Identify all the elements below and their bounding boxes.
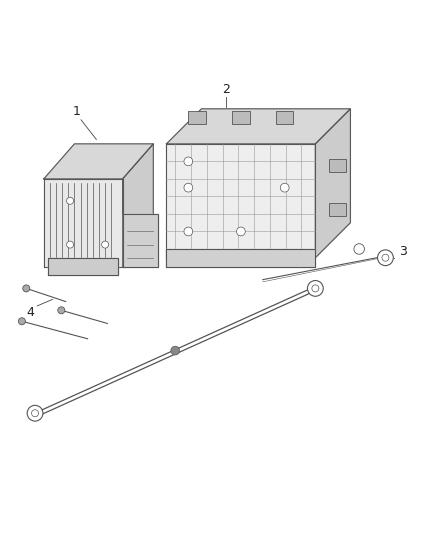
Circle shape (27, 405, 43, 421)
Polygon shape (166, 249, 315, 266)
Bar (328, 203, 346, 216)
Polygon shape (166, 109, 350, 144)
Polygon shape (44, 144, 153, 179)
Polygon shape (123, 214, 158, 266)
Bar (276, 111, 293, 124)
Circle shape (171, 346, 180, 355)
Circle shape (184, 183, 193, 192)
Polygon shape (123, 144, 153, 266)
Text: 2: 2 (222, 83, 230, 96)
Circle shape (382, 254, 389, 261)
Circle shape (184, 157, 193, 166)
Polygon shape (315, 109, 350, 258)
Circle shape (312, 285, 319, 292)
Bar (232, 111, 250, 124)
Polygon shape (44, 179, 123, 266)
Circle shape (354, 244, 364, 254)
Circle shape (67, 241, 74, 248)
Bar (328, 159, 346, 172)
Text: 3: 3 (399, 245, 406, 257)
Circle shape (23, 285, 30, 292)
Circle shape (67, 197, 74, 204)
Text: 4: 4 (27, 306, 35, 319)
Text: 1: 1 (73, 104, 81, 118)
Circle shape (32, 410, 39, 417)
Polygon shape (166, 144, 315, 258)
Circle shape (18, 318, 25, 325)
Circle shape (280, 183, 289, 192)
Circle shape (307, 280, 323, 296)
Bar (188, 111, 206, 124)
Circle shape (58, 307, 65, 314)
Circle shape (378, 250, 393, 265)
Circle shape (102, 241, 109, 248)
Polygon shape (48, 258, 118, 275)
Circle shape (184, 227, 193, 236)
Circle shape (237, 227, 245, 236)
